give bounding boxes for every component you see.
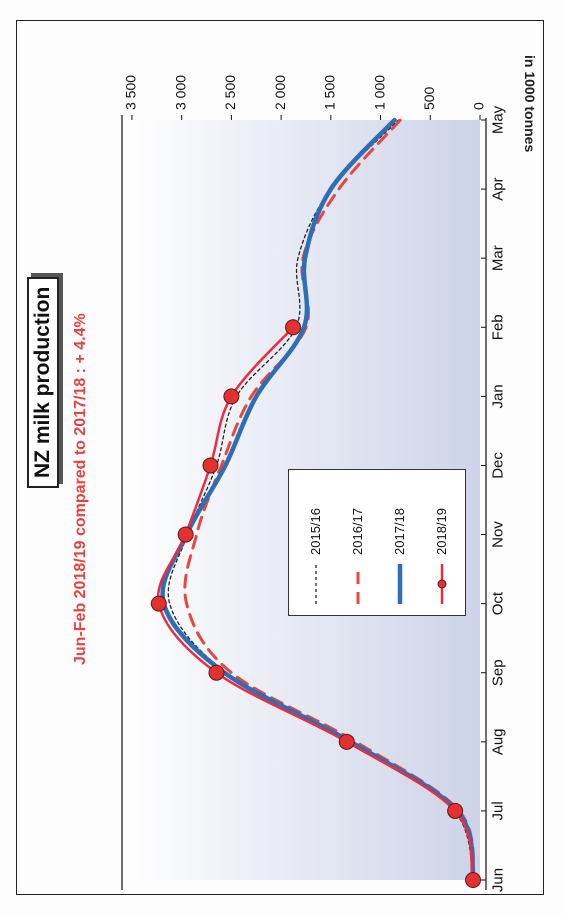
legend-swatch: [437, 564, 447, 604]
legend-label: 2015/16: [308, 508, 323, 555]
x-tick-label: Nov: [489, 521, 506, 548]
y-tick-label: 2 000: [272, 75, 288, 110]
y-tick-label: 0: [471, 102, 487, 110]
chart-subtitle: Jun-Feb 2018/19 compared to 2017/18 : + …: [72, 313, 89, 665]
legend-item: 2017/18: [387, 472, 413, 607]
data-point-2018-19: [150, 595, 167, 612]
x-tick-label: Oct: [489, 591, 506, 615]
legend-item: 2015/16: [303, 472, 329, 607]
legend-swatch: [356, 564, 360, 604]
y-axis-label: in 1000 tonnes: [522, 55, 538, 153]
x-tick-label: Jul: [489, 801, 506, 820]
series-line-2018-19: [156, 326, 475, 882]
data-point-2018-19: [177, 526, 194, 543]
x-tick-label: Jan: [489, 384, 506, 408]
data-point-2018-19: [285, 319, 302, 336]
data-point-2018-19: [202, 457, 219, 474]
legend-swatch: [315, 564, 317, 604]
x-tick-label: Sep: [489, 659, 506, 686]
y-tick-label: 1 500: [322, 75, 338, 110]
data-point-2018-19: [465, 872, 482, 888]
legend-label: 2018/19: [434, 508, 449, 555]
y-tick-label: 3 000: [172, 75, 188, 110]
data-point-2018-19: [338, 733, 355, 750]
x-tick-label: Jun: [489, 868, 506, 892]
chart-frame: [16, 20, 544, 895]
x-tick-label: Feb: [489, 314, 506, 340]
x-tick-label: Mar: [489, 245, 506, 271]
data-point-2018-19: [223, 388, 240, 405]
x-tick-label: Apr: [489, 177, 506, 200]
y-tick-label: 500: [421, 86, 437, 110]
y-tick-label: 2 500: [222, 75, 238, 110]
data-point-2018-19: [447, 802, 464, 819]
legend-label: 2016/17: [350, 508, 365, 555]
y-tick-label: 3 500: [123, 75, 139, 110]
x-tick-label: Aug: [489, 728, 506, 755]
y-tick-label: 1 000: [371, 75, 387, 110]
chart-legend: 2015/16 2016/17 2017/18 2018/19: [288, 469, 466, 616]
series-line-2017-18: [160, 117, 476, 883]
x-tick-label: May: [489, 105, 506, 134]
legend-label: 2017/18: [392, 508, 407, 555]
x-tick-label: Dec: [489, 452, 506, 479]
legend-swatch: [397, 564, 403, 604]
legend-item: 2018/19: [429, 472, 455, 607]
chart-title: NZ milk production: [27, 276, 59, 488]
data-point-2018-19: [208, 664, 225, 681]
legend-item: 2016/17: [345, 472, 371, 607]
